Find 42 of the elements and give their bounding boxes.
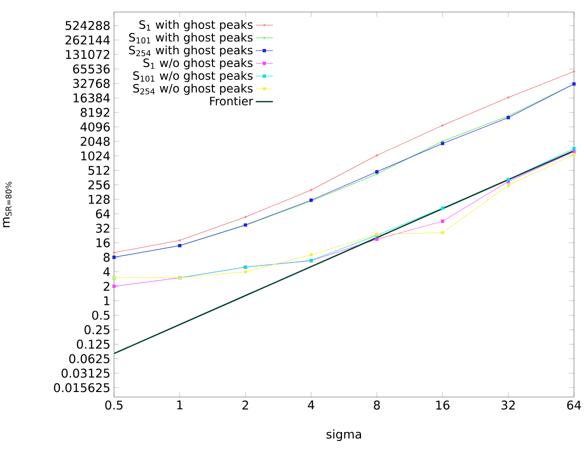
y-tick-label: 262144 (66, 35, 110, 45)
y-tick-label: 1024 (81, 151, 110, 160)
y-tick-label: 4 (103, 267, 110, 276)
legend-label: S$_{254}$ with ghost peaks (129, 46, 253, 57)
x-tick-label: 2 (242, 400, 248, 410)
y-tick-label: 128 (88, 194, 110, 204)
y-axis-title: m$_{SR=80%}$ (2, 182, 12, 228)
y-tick-label: 32768 (73, 78, 110, 88)
legend-label: Frontier (210, 96, 254, 106)
legend-label: S$_{101}$ w/o ghost peaks (133, 71, 253, 82)
y-tick-label: 0.25 (84, 325, 110, 334)
legend-label: S$_{1}$ with ghost peaks (139, 20, 253, 32)
y-tick-label: 131072 (66, 50, 110, 60)
x-tick-label: 8 (374, 400, 380, 410)
y-tick-label: 512 (88, 166, 110, 175)
y-tick-label: 524288 (66, 20, 110, 30)
y-tick-label: 8192 (80, 108, 110, 117)
x-tick-label: 32 (502, 400, 515, 410)
y-tick-label: 32 (96, 224, 110, 233)
y-tick-label: 65536 (73, 64, 110, 74)
y-tick-label: 8 (104, 252, 110, 262)
y-tick-label: 64 (96, 209, 110, 218)
y-tick-label: 4096 (80, 122, 110, 132)
y-tick-label: 0.015625 (54, 383, 110, 392)
y-tick-label: 2 (104, 282, 110, 291)
y-tick-label: 2048 (80, 136, 110, 146)
x-axis-title: sigma (326, 429, 362, 442)
y-tick-label: 0.125 (76, 340, 110, 349)
y-tick-label: 1 (104, 296, 110, 306)
legend-label: S$_{101}$ with ghost peaks (129, 32, 253, 44)
y-tick-label: 256 (88, 180, 110, 190)
x-tick-label: 1 (177, 400, 182, 410)
legend-label: S$_{1}$ w/o ghost peaks (143, 58, 253, 70)
y-tick-label: 16384 (74, 93, 110, 102)
x-tick-label: 4 (308, 400, 314, 410)
y-tick-label: 0.03125 (62, 368, 110, 378)
y-tick-label: 0.5 (92, 310, 110, 320)
y-tick-label: 0.0625 (69, 354, 110, 364)
x-tick-label: 16 (436, 400, 450, 410)
x-tick-label: 64 (567, 400, 581, 410)
legend-label: S$_{254}$ w/o ghost peaks (133, 84, 253, 95)
y-tick-label: 16 (96, 238, 110, 248)
